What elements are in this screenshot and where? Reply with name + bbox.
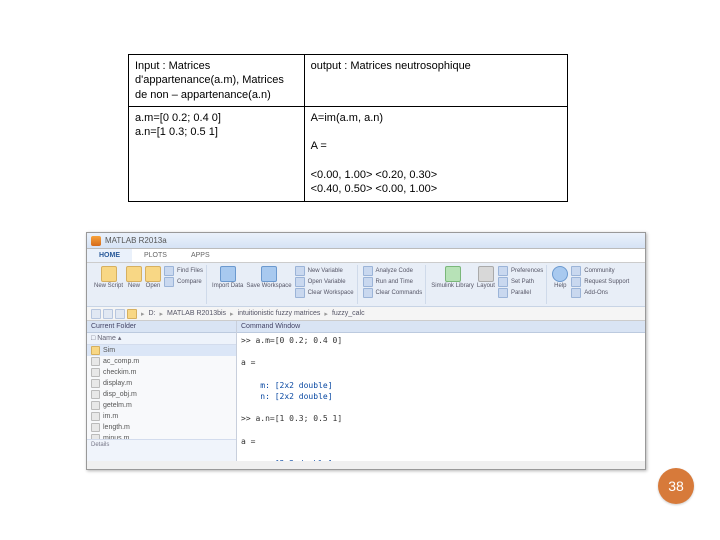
folder-icon bbox=[91, 346, 100, 355]
simulink-button[interactable]: Simulink Library bbox=[431, 266, 474, 289]
toolstrip: New Script New Open Find Files Compare I… bbox=[87, 263, 645, 307]
cf-item[interactable]: display.m bbox=[87, 378, 236, 389]
tab-apps[interactable]: APPS bbox=[179, 249, 222, 262]
nav-fwd-icon[interactable] bbox=[103, 309, 113, 319]
crumb-3[interactable]: fuzzy_calc bbox=[332, 310, 365, 317]
command-window-header: Command Window bbox=[237, 321, 645, 333]
tab-plots[interactable]: PLOTS bbox=[132, 249, 179, 262]
clear-workspace-button[interactable]: Clear Workspace bbox=[295, 288, 354, 298]
panes: Current Folder □ Name ▴ Sim ac_comp.m ch… bbox=[87, 321, 645, 461]
mfile-icon bbox=[91, 390, 100, 399]
layout-button[interactable]: Layout bbox=[477, 266, 495, 289]
community-button[interactable]: Community bbox=[571, 266, 629, 276]
crumb-drive[interactable]: D: bbox=[149, 310, 156, 317]
page-number-badge: 38 bbox=[658, 468, 694, 504]
cf-item[interactable]: Sim bbox=[87, 345, 236, 356]
clear-commands-button[interactable]: Clear Commands bbox=[363, 288, 423, 298]
mfile-icon bbox=[91, 401, 100, 410]
preferences-button[interactable]: Preferences bbox=[498, 266, 543, 276]
algo-r1c2: output : Matrices neutrosophique bbox=[304, 55, 567, 107]
run-and-time-button[interactable]: Run and Time bbox=[363, 277, 423, 287]
save-workspace-button[interactable]: Save Workspace bbox=[246, 266, 291, 289]
algo-r2c1: a.m=[0 0.2; 0.4 0] a.n=[1 0.3; 0.5 1] bbox=[129, 106, 305, 201]
import-data-button[interactable]: Import Data bbox=[212, 266, 243, 289]
cw-line: n: [2x2 double] bbox=[241, 391, 641, 402]
ribbon-tabs: HOME PLOTS APPS bbox=[87, 249, 645, 263]
mfile-icon bbox=[91, 357, 100, 366]
cw-line: >> a.n=[1 0.3; 0.5 1] bbox=[241, 413, 641, 424]
tab-home[interactable]: HOME bbox=[87, 249, 132, 262]
cf-item[interactable]: length.m bbox=[87, 422, 236, 433]
crumb-1[interactable]: MATLAB R2013bis bbox=[167, 310, 226, 317]
algorithm-table: Input : Matrices d'appartenance(a.m), Ma… bbox=[128, 54, 568, 202]
crumb-2[interactable]: intuitionistic fuzzy matrices bbox=[238, 310, 321, 317]
new-variable-button[interactable]: New Variable bbox=[295, 266, 354, 276]
new-button[interactable]: New bbox=[126, 266, 142, 289]
folder-icon bbox=[127, 309, 137, 319]
cf-column-name[interactable]: □ Name ▴ bbox=[87, 333, 236, 345]
cw-line: m: [2x2 double] bbox=[241, 458, 641, 461]
open-variable-button[interactable]: Open Variable bbox=[295, 277, 354, 287]
current-folder-pane: Current Folder □ Name ▴ Sim ac_comp.m ch… bbox=[87, 321, 237, 461]
mfile-icon bbox=[91, 379, 100, 388]
cf-list: Sim ac_comp.m checkim.m display.m disp_o… bbox=[87, 345, 236, 439]
algo-r2c2: A=im(a.m, a.n) A = <0.00, 1.00> <0.20, 0… bbox=[304, 106, 567, 201]
set-path-button[interactable]: Set Path bbox=[498, 277, 543, 287]
cw-line: a = bbox=[241, 436, 641, 447]
titlebar: MATLAB R2013a bbox=[87, 233, 645, 249]
support-button[interactable]: Request Support bbox=[571, 277, 629, 287]
mfile-icon bbox=[91, 423, 100, 432]
cw-line: m: [2x2 double] bbox=[241, 380, 641, 391]
cf-item[interactable]: checkim.m bbox=[87, 367, 236, 378]
algo-r1c1: Input : Matrices d'appartenance(a.m), Ma… bbox=[129, 55, 305, 107]
mfile-icon bbox=[91, 368, 100, 377]
address-bar: ▸D: ▸MATLAB R2013bis ▸intuitionistic fuz… bbox=[87, 307, 645, 321]
matlab-window: MATLAB R2013a HOME PLOTS APPS New Script… bbox=[86, 232, 646, 470]
addons-button[interactable]: Add-Ons bbox=[571, 288, 629, 298]
cf-item[interactable]: im.m bbox=[87, 411, 236, 422]
nav-up-icon[interactable] bbox=[115, 309, 125, 319]
help-button[interactable]: Help bbox=[552, 266, 568, 289]
command-window-body[interactable]: >> a.m=[0 0.2; 0.4 0] a = m: [2x2 double… bbox=[237, 333, 645, 461]
command-window-pane: Command Window >> a.m=[0 0.2; 0.4 0] a =… bbox=[237, 321, 645, 461]
cw-line: >> a.m=[0 0.2; 0.4 0] bbox=[241, 335, 641, 346]
matlab-logo-icon bbox=[91, 236, 101, 246]
analyze-code-button[interactable]: Analyze Code bbox=[363, 266, 423, 276]
parallel-button[interactable]: Parallel bbox=[498, 288, 543, 298]
cw-line: a = bbox=[241, 357, 641, 368]
cf-item[interactable]: ac_comp.m bbox=[87, 356, 236, 367]
cf-item[interactable]: getelm.m bbox=[87, 400, 236, 411]
current-folder-header: Current Folder bbox=[87, 321, 236, 333]
cf-details: Details bbox=[87, 439, 236, 461]
cf-item[interactable]: disp_obj.m bbox=[87, 389, 236, 400]
find-files-button[interactable]: Find Files bbox=[164, 266, 203, 276]
compare-button[interactable]: Compare bbox=[164, 277, 203, 287]
mfile-icon bbox=[91, 412, 100, 421]
window-title: MATLAB R2013a bbox=[105, 236, 167, 245]
open-button[interactable]: Open bbox=[145, 266, 161, 289]
new-script-button[interactable]: New Script bbox=[94, 266, 123, 289]
nav-back-icon[interactable] bbox=[91, 309, 101, 319]
